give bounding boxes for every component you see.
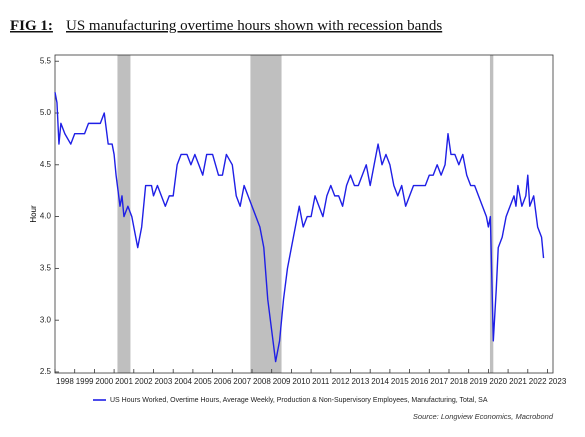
x-tick-label: 2023 [548,377,566,386]
x-tick-label: 2005 [194,377,212,386]
recession-band [489,55,494,373]
source: Source: Longview Economics, Macrobond [413,412,554,421]
x-tick-label: 2019 [470,377,488,386]
figure-label: FIG 1: [10,18,53,34]
x-tick-label: 2001 [115,377,133,386]
series-line [54,92,545,363]
y-tick-label: 4.5 [40,160,52,169]
legend-label: US Hours Worked, Overtime Hours, Average… [110,397,488,404]
x-tick-label: 2000 [95,377,113,386]
x-tick-label: 2004 [174,377,192,386]
x-tick-label: 2010 [292,377,310,386]
x-tick-label: 2022 [529,377,547,386]
x-tick-label: 2007 [233,377,251,386]
x-tick-label: 2011 [312,377,330,386]
x-tick-label: 2013 [351,377,369,386]
plot-frame [54,54,554,374]
x-tick-label: 2016 [411,377,429,386]
x-tick-label: 2006 [214,377,232,386]
x-tick-label: 2009 [273,377,291,386]
x-tick-label: 2014 [371,377,389,386]
y-tick-label: 5.0 [40,108,52,117]
y-tick-label: 5.5 [40,56,52,65]
y-tick-label: 2.5 [40,367,52,376]
x-tick-label: 2017 [430,377,448,386]
x-tick-label: 2018 [450,377,468,386]
y-tick-label: 3.5 [40,263,52,272]
x-tick-label: 2020 [489,377,507,386]
chart-title: US manufacturing overtime hours shown wi… [66,18,442,34]
x-tick-label: 2012 [332,377,350,386]
y-axis-label: Hour [29,205,38,223]
x-tick-label: 2002 [135,377,153,386]
x-tick-label: 2015 [391,377,409,386]
y-tick-label: 3.0 [40,315,52,324]
y-tick-label: 4.0 [40,212,52,221]
x-tick-label: 2021 [509,377,527,386]
x-tick-label: 1998 [56,377,74,386]
x-tick-label: 1999 [76,377,94,386]
x-tick-label: 2003 [154,377,172,386]
x-tick-label: 2008 [253,377,271,386]
